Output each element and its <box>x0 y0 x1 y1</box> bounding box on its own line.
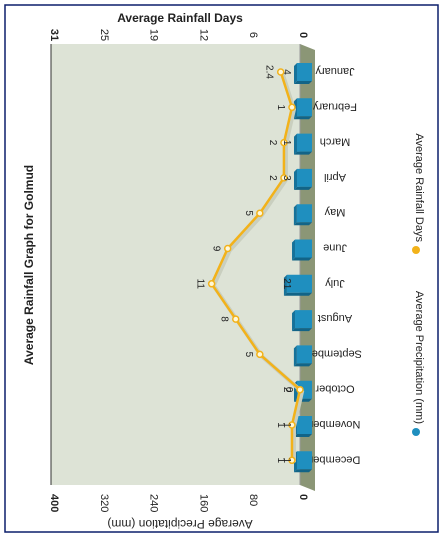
days-tick-label: 6 <box>247 32 259 38</box>
legend-precipitation-label: Average Precipitation (mm) <box>413 291 425 424</box>
rainfall-days-label: 8 <box>219 316 230 322</box>
category-label: February <box>312 100 357 112</box>
days-tick-label: 19 <box>148 29 160 41</box>
rainfall-days-point <box>256 209 264 217</box>
rainfall-days-point <box>207 280 216 288</box>
rainfall-days-point <box>276 68 285 76</box>
category-label: July <box>325 277 345 289</box>
rainfall-days-point <box>288 103 296 112</box>
category-label: September <box>308 347 362 359</box>
legend-bar-marker <box>412 428 420 436</box>
precipitation-value-label: 21 <box>281 278 292 290</box>
chart-floor <box>300 44 315 491</box>
days-tick-label: 12 <box>197 29 209 41</box>
precipitation-bar <box>293 204 312 226</box>
legend: Average Precipitation (mm) Average Rainf… <box>412 133 425 436</box>
precipitation-value-label: 3 <box>281 175 292 181</box>
category-label: December <box>309 453 360 465</box>
rainfall-days-point <box>288 456 296 465</box>
category-label: March <box>320 136 351 148</box>
precipitation-bar <box>294 168 312 190</box>
precipitation-tick-label: 80 <box>247 494 259 506</box>
precipitation-value-label: 2 <box>281 387 292 393</box>
rainfall-days-label: 2 <box>267 175 278 181</box>
rainfall-days-point <box>256 350 264 359</box>
days-axis-title: Average Rainfall Days <box>117 11 243 25</box>
category-label: May <box>324 206 345 218</box>
category-label: June <box>323 242 347 254</box>
rainfall-days-label: 1 <box>275 422 286 428</box>
precipitation-bar <box>292 239 312 261</box>
rainfall-days-label: 5 <box>243 352 254 358</box>
precipitation-bar <box>292 310 312 332</box>
precipitation-tick-label: 0 <box>297 494 309 500</box>
rainfall-days-label: 9 <box>211 246 222 252</box>
days-tick-label: 31 <box>48 29 60 41</box>
precipitation-value-label: 4 <box>281 69 292 75</box>
legend-line-marker <box>412 246 420 254</box>
category-label: January <box>315 65 355 77</box>
rainfall-days-label: 2 <box>267 140 278 146</box>
rainfall-days-point <box>231 315 240 323</box>
line-shadow <box>211 73 305 463</box>
category-label: November <box>309 418 360 430</box>
precipitation-bar <box>294 98 312 120</box>
chart-title: Average Rainfall Graph for Golmud <box>22 165 36 365</box>
rainfall-days-label: 1 <box>275 458 286 464</box>
category-label: April <box>324 171 346 183</box>
rainfall-days-point <box>296 385 304 394</box>
precipitation-value-label: 1 <box>281 458 292 464</box>
legend-days-label: Average Rainfall Days <box>413 133 425 242</box>
rainfall-days-label: 5 <box>243 210 254 216</box>
precipitation-tick-label: 240 <box>148 494 160 512</box>
precipitation-tick-label: 320 <box>98 494 110 512</box>
precipitation-value-label: 1 <box>281 140 292 146</box>
category-label: August <box>318 312 352 324</box>
precipitation-value-label: 1 <box>281 422 292 428</box>
days-tick-label: 0 <box>297 32 309 38</box>
rainfall-days-label: 1 <box>275 105 286 111</box>
rainfall-days-point <box>280 138 288 147</box>
rainfall-days-point <box>288 421 296 429</box>
precipitation-bar <box>294 451 312 473</box>
rainfall-days-point <box>280 174 288 182</box>
rainfall-days-line <box>210 71 302 461</box>
rainfall-days-label: 2.4 <box>264 65 275 79</box>
precipitation-bar <box>283 274 312 296</box>
category-label: October <box>315 383 354 395</box>
precipitation-bar <box>294 63 312 84</box>
precipitation-bar <box>294 133 312 155</box>
precipitation-tick-label: 160 <box>197 494 209 512</box>
rainfall-days-label: 11 <box>195 279 206 290</box>
rainfall-days-label: 0 <box>283 387 294 393</box>
plot-area <box>51 44 300 485</box>
precipitation-tick-label: 400 <box>48 494 60 512</box>
precipitation-bar <box>293 345 312 367</box>
days-tick-label: 25 <box>98 29 110 41</box>
precipitation-axis-title: Average Precipitation (mm) <box>107 517 252 531</box>
rainfall-days-point <box>223 244 232 253</box>
